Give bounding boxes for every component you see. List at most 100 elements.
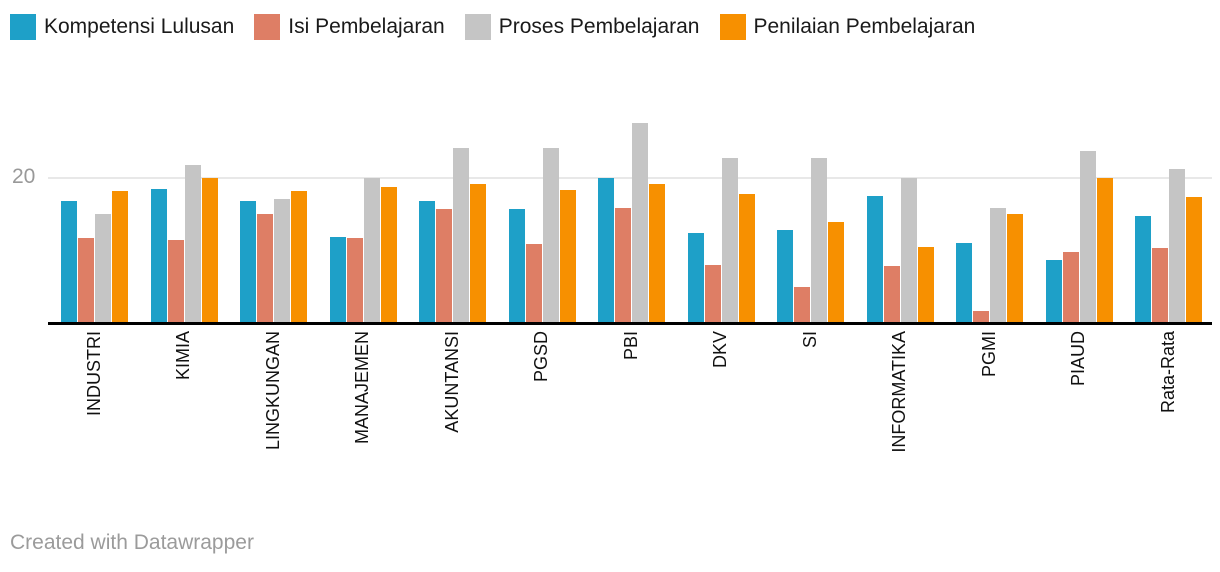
bar xyxy=(329,237,346,322)
bar xyxy=(1186,197,1202,322)
x-label-cell: Rata-Rata xyxy=(1135,331,1202,413)
bar xyxy=(470,184,486,322)
x-axis-category-label: INDUSTRI xyxy=(83,331,104,416)
legend-label: Penilaian Pembelajaran xyxy=(753,15,976,38)
bar-group-pbi xyxy=(598,110,665,322)
x-label-cell: DKV xyxy=(688,331,755,368)
bar xyxy=(240,201,256,322)
bar xyxy=(777,230,793,322)
x-axis-category-label: PIAUD xyxy=(1068,331,1089,387)
bar xyxy=(78,238,94,322)
bar xyxy=(1079,151,1096,322)
bar xyxy=(1152,248,1168,322)
bar xyxy=(811,158,827,322)
x-label-cell: KIMIA xyxy=(151,331,218,380)
legend-item: Proses Pembelajaran xyxy=(464,14,700,40)
gridline-20 xyxy=(48,177,1212,179)
bar xyxy=(828,222,844,322)
bar xyxy=(721,158,738,322)
bar xyxy=(525,244,542,322)
bar xyxy=(900,178,917,322)
x-label-cell: PBI xyxy=(598,331,665,360)
x-axis-category-label: INFORMATIKA xyxy=(889,331,910,453)
bar xyxy=(1169,169,1185,322)
bar xyxy=(615,208,631,322)
x-label-cell: PGSD xyxy=(509,331,576,382)
x-label-cell: AKUNTANSI xyxy=(419,331,486,433)
x-axis-labels: INDUSTRI KIMIA LINGKUNGAN MANAJEMEN AKUNTANS… xyxy=(61,331,1202,453)
legend-item: Isi Pembelajaran xyxy=(254,14,445,40)
bar xyxy=(95,214,111,322)
plot-area xyxy=(61,110,1202,322)
legend-item: Penilaian Pembelajaran xyxy=(719,14,976,40)
x-axis-category-label: PBI xyxy=(620,331,641,361)
bar xyxy=(291,191,307,322)
legend-swatch-icon xyxy=(464,14,491,40)
bar xyxy=(1062,252,1079,322)
bar xyxy=(508,209,525,322)
bar xyxy=(883,266,900,322)
bar xyxy=(1045,260,1062,322)
bar-group-pgsd xyxy=(508,110,576,322)
legend-item: Kompetensi Lulusan xyxy=(10,14,234,40)
bar xyxy=(687,233,704,322)
bar xyxy=(917,247,934,322)
bar xyxy=(112,191,128,322)
bar xyxy=(794,287,810,322)
x-axis-category-label: PGSD xyxy=(531,331,552,383)
bar-group-pgmi xyxy=(956,110,1023,322)
x-axis-category-label: KIMIA xyxy=(173,331,194,381)
bar xyxy=(380,187,397,322)
bar xyxy=(61,201,77,322)
legend-label: Kompetensi Lulusan xyxy=(44,15,235,38)
bar-group-piaud xyxy=(1045,110,1113,322)
bar xyxy=(274,199,290,322)
legend-swatch-icon xyxy=(10,14,36,40)
bar-group-si xyxy=(777,110,844,322)
x-axis-category-label: PGMI xyxy=(978,331,999,378)
bar xyxy=(738,194,755,322)
bar xyxy=(542,148,559,322)
x-label-cell: INFORMATIKA xyxy=(867,331,934,453)
bar xyxy=(632,123,648,322)
x-axis-category-label: SI xyxy=(799,331,820,349)
bar-group-manajemen xyxy=(329,110,397,322)
bar xyxy=(598,178,614,322)
x-label-cell: PIAUD xyxy=(1046,331,1113,386)
x-label-cell: SI xyxy=(777,331,844,348)
x-axis-category-label: MANAJEMEN xyxy=(352,331,373,445)
bar xyxy=(419,201,435,322)
x-axis-category-label: AKUNTANSI xyxy=(441,331,462,433)
bar-group-dkv xyxy=(687,110,755,322)
legend: Kompetensi Lulusan Isi Pembelajaran Proses… xyxy=(10,14,975,40)
bar xyxy=(167,240,184,322)
bar xyxy=(559,190,576,322)
legend-label: Proses Pembelajaran xyxy=(498,15,700,38)
bar xyxy=(453,148,469,322)
bar-group-kimia xyxy=(150,110,218,322)
bar-group-lingkungan xyxy=(240,110,307,322)
legend-swatch-icon xyxy=(254,14,281,40)
bar xyxy=(436,209,452,322)
x-axis-line xyxy=(48,322,1212,325)
bar xyxy=(150,189,167,322)
bar xyxy=(201,178,218,322)
bar-group-akuntansi xyxy=(419,110,486,322)
bar xyxy=(704,265,721,322)
bar xyxy=(956,243,972,322)
bar xyxy=(990,208,1006,322)
bar xyxy=(649,184,665,322)
bar xyxy=(257,214,273,322)
x-axis-category-label: LINGKUNGAN xyxy=(262,331,283,451)
x-label-cell: PGMI xyxy=(956,331,1023,377)
bar xyxy=(973,311,989,322)
x-axis-category-label: Rata-Rata xyxy=(1157,331,1178,414)
bar xyxy=(184,165,201,322)
legend-swatch-icon xyxy=(719,14,746,40)
x-label-cell: LINGKUNGAN xyxy=(240,331,307,450)
bar xyxy=(866,196,883,322)
bar xyxy=(1007,214,1023,322)
bar xyxy=(346,238,363,322)
x-label-cell: MANAJEMEN xyxy=(330,331,397,444)
